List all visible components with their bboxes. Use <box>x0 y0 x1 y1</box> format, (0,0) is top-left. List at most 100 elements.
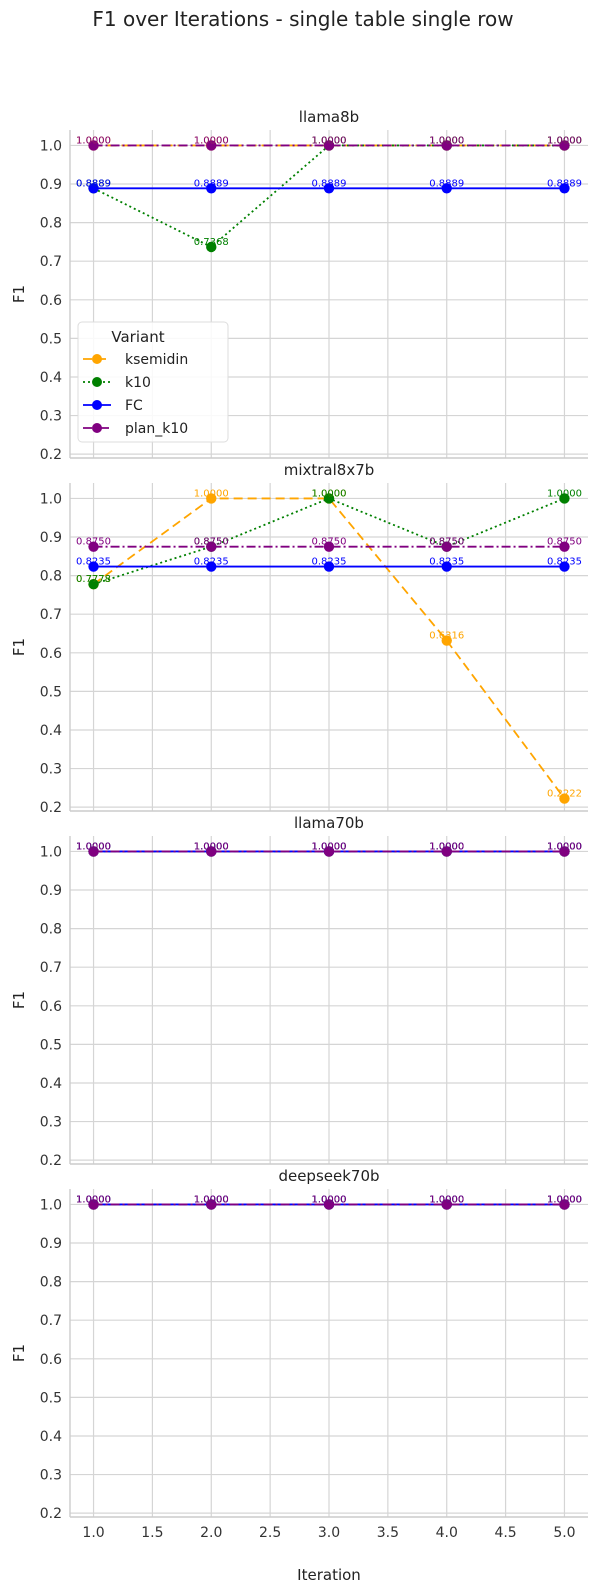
panel-llama70b: llama70b 0.2 0.3 0.4 0.5 0.6 0.7 0.8 0.9 1.0 F1 1.0… <box>10 814 588 1169</box>
y-tick-label: 1.0 <box>40 138 62 154</box>
data-label-k10: 1.0000 <box>312 135 347 146</box>
data-label-plan_k10: 1.0000 <box>76 841 111 852</box>
data-label-plan_k10: 1.0000 <box>312 841 347 852</box>
data-label-plan_k10: 1.0000 <box>429 1194 464 1205</box>
data-point-plan_k10 <box>206 140 217 151</box>
data-point-plan_k10 <box>441 846 452 857</box>
data-label-ksemidin: 0.7778 <box>76 574 111 585</box>
panel-llama8b: llama8b 0.2 0.3 0.4 0.5 0.6 0.7 0.8 0.9 1.0 F1 1.00… <box>10 108 588 463</box>
data-point-k10 <box>88 578 99 590</box>
x-tick-label: 2.5 <box>259 1525 281 1541</box>
data-label-ksemidin: 1.0000 <box>76 135 111 146</box>
data-label-k10: 0.8750 <box>429 537 464 548</box>
y-tick-label: 0.9 <box>40 530 62 546</box>
y-axis-label: F1 <box>10 638 28 656</box>
y-tick-label: 0.7 <box>40 607 62 623</box>
data-label-ksemidin: 1.0000 <box>312 1194 347 1205</box>
data-label-k10: 0.8889 <box>76 178 111 189</box>
y-tick-label: 0.2 <box>40 800 62 816</box>
data-label-k10: 1.0000 <box>76 1194 111 1205</box>
data-point-plan_k10 <box>206 541 217 552</box>
data-label-FC: 0.8235 <box>194 557 229 568</box>
data-label-plan_k10: 0.8750 <box>194 537 229 548</box>
data-point-FC <box>323 561 335 572</box>
data-point-FC <box>88 183 99 194</box>
data-label-k10: 1.0000 <box>194 841 229 852</box>
data-label-FC: 1.0000 <box>76 1194 111 1205</box>
data-point-FC <box>88 561 99 572</box>
data-label-FC: 1.0000 <box>547 1194 582 1205</box>
data-label-ksemidin: 1.0000 <box>429 1194 464 1205</box>
panel-title: llama70b <box>294 814 364 832</box>
data-label-ksemidin: 1.0000 <box>194 841 229 852</box>
data-label-plan_k10: 1.0000 <box>312 1194 347 1205</box>
legend-item-label: plan_k10 <box>125 421 188 437</box>
data-label-FC: 1.0000 <box>312 841 347 852</box>
data-label-ksemidin: 1.0000 <box>547 841 582 852</box>
data-point-plan_k10 <box>441 140 452 151</box>
x-tick-label: 2.0 <box>200 1525 222 1541</box>
y-axis-label: F1 <box>10 991 28 1009</box>
data-label-ksemidin: 1.0000 <box>194 135 229 146</box>
y-tick-label: 0.3 <box>40 762 62 778</box>
data-label-k10: 1.0000 <box>194 1194 229 1205</box>
y-tick-label: 0.5 <box>40 331 62 347</box>
x-tick-label: 3.5 <box>377 1525 399 1541</box>
panel-mixtral8x7b: mixtral8x7b 0.2 0.3 0.4 0.5 0.6 0.7 0.8 0.9 1.0 F1… <box>10 461 588 816</box>
y-tick-label: 0.8 <box>40 922 62 938</box>
data-label-ksemidin: 1.0000 <box>547 135 582 146</box>
y-tick-label: 0.7 <box>40 1313 62 1329</box>
y-tick-label: 1.0 <box>40 1197 62 1213</box>
legend-item-label: ksemidin <box>125 352 188 368</box>
series-plan_k10 <box>88 846 570 857</box>
figure-title: F1 over Iterations - single table single… <box>92 7 513 31</box>
data-point-k10 <box>323 493 335 504</box>
data-label-k10: 1.0000 <box>312 488 347 499</box>
data-point-plan_k10 <box>323 846 335 857</box>
legend-title: Variant <box>111 328 164 346</box>
data-label-ksemidin: 1.0000 <box>312 135 347 146</box>
data-point-plan_k10 <box>559 140 570 151</box>
data-label-FC: 1.0000 <box>429 841 464 852</box>
data-label-k10: 1.0000 <box>547 488 582 499</box>
x-axis-label: Iteration <box>297 1566 361 1584</box>
data-label-ksemidin: 1.0000 <box>547 1194 582 1205</box>
data-label-plan_k10: 1.0000 <box>76 135 111 146</box>
data-label-k10: 1.0000 <box>429 135 464 146</box>
y-tick-label: 0.4 <box>40 723 62 739</box>
data-label-k10: 0.8750 <box>194 537 229 548</box>
y-tick-label: 0.2 <box>40 1153 62 1169</box>
panels-group: llama8b0.20.30.40.50.60.70.80.91.0F11.00… <box>10 108 588 1541</box>
data-label-FC: 0.8235 <box>547 557 582 568</box>
data-label-ksemidin: 1.0000 <box>429 841 464 852</box>
legend-item-label: k10 <box>125 375 151 391</box>
data-label-FC: 1.0000 <box>429 1194 464 1205</box>
y-tick-label: 0.3 <box>40 1468 62 1484</box>
y-tick-label: 0.5 <box>40 684 62 700</box>
data-point-FC <box>206 183 217 194</box>
data-label-k10: 1.0000 <box>429 1194 464 1205</box>
x-tick-label: 1.5 <box>141 1525 163 1541</box>
series-FC <box>88 561 570 572</box>
data-label-plan_k10: 1.0000 <box>547 1194 582 1205</box>
data-label-FC: 0.8889 <box>429 178 464 189</box>
data-point-plan_k10 <box>88 140 99 151</box>
data-point-ksemidin <box>441 635 452 646</box>
y-tick-label: 0.8 <box>40 569 62 585</box>
series-plan_k10 <box>88 140 570 151</box>
data-point-FC <box>559 183 570 194</box>
series-plan_k10 <box>88 1199 570 1210</box>
data-label-ksemidin: 1.0000 <box>429 135 464 146</box>
data-label-ksemidin: 0.2222 <box>547 789 582 800</box>
data-label-plan_k10: 1.0000 <box>547 135 582 146</box>
series-FC <box>88 183 570 194</box>
data-label-ksemidin: 1.0000 <box>76 1194 111 1205</box>
data-point-k10 <box>559 493 570 504</box>
legend-item-label: FC <box>125 398 143 414</box>
data-label-plan_k10: 1.0000 <box>429 135 464 146</box>
data-point-plan_k10 <box>88 1199 99 1210</box>
legend-swatch-marker <box>92 354 102 364</box>
y-axis-label: F1 <box>10 285 28 303</box>
y-tick-label: 0.8 <box>40 216 62 232</box>
x-tick-label: 5.0 <box>553 1525 575 1541</box>
